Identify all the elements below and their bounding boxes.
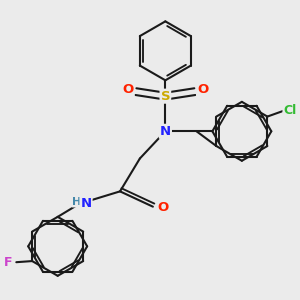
Text: O: O [197, 83, 208, 96]
Text: S: S [160, 90, 170, 103]
Text: O: O [122, 83, 134, 96]
Text: N: N [80, 197, 92, 210]
Text: H: H [72, 196, 82, 207]
Text: O: O [158, 201, 169, 214]
Text: N: N [160, 125, 171, 138]
Text: F: F [4, 256, 12, 269]
Text: Cl: Cl [284, 104, 297, 117]
